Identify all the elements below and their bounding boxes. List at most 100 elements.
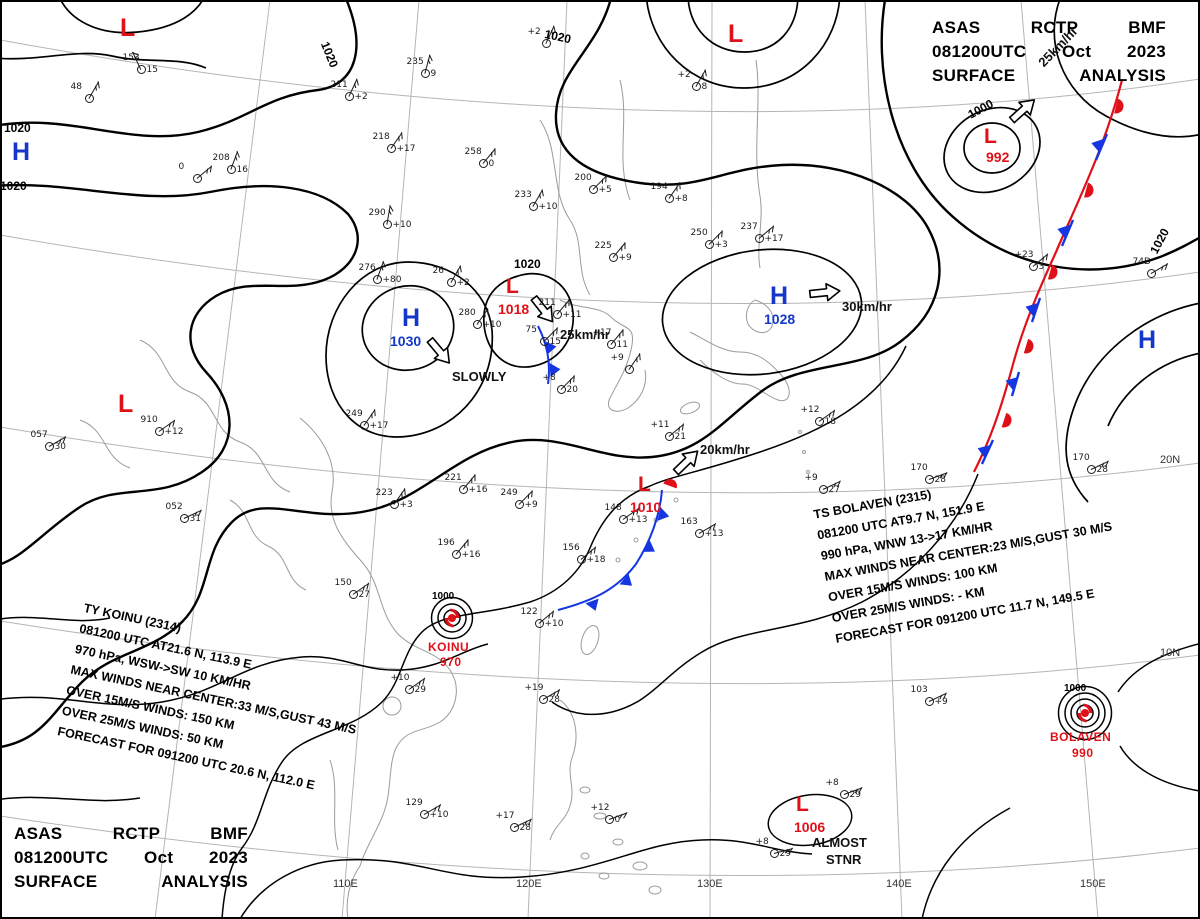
- station-secondary-value: +11: [562, 309, 582, 320]
- station-secondary-value: +2: [354, 91, 368, 102]
- longitude-label: 150E: [1080, 878, 1106, 890]
- low-symbol: L: [506, 275, 519, 298]
- station-secondary-value: +13: [628, 514, 648, 525]
- station-secondary-value: +3: [714, 239, 728, 250]
- station-secondary-value: +17: [396, 143, 416, 154]
- station-value: 225: [594, 240, 612, 251]
- station-secondary-value: 15: [549, 336, 561, 347]
- station-plot: 163 +13: [681, 517, 724, 538]
- station-secondary-value: 30: [54, 441, 66, 452]
- pressure-value: 1018: [498, 301, 530, 317]
- station-secondary-value: 29: [414, 684, 426, 695]
- station-plot: 153 15: [123, 51, 158, 74]
- station-value: 249: [345, 408, 363, 419]
- station-secondary-value: 29: [849, 789, 861, 800]
- station-secondary-value: 0: [614, 814, 621, 825]
- station-plot: 223 +3: [376, 488, 413, 509]
- station-secondary-value: +17: [369, 420, 389, 431]
- station-plot: +10 29: [391, 673, 426, 694]
- motion-arrows: [426, 99, 1036, 476]
- station-plot: 052 31: [166, 502, 201, 523]
- station-value: 170: [1072, 452, 1090, 463]
- low-symbol: L: [118, 390, 134, 418]
- low-symbol: L: [638, 473, 651, 496]
- station-plot: 0: [179, 162, 212, 183]
- motion-label: ALMOST: [812, 835, 867, 850]
- station-value: +12: [590, 802, 610, 813]
- station-value: 235: [406, 56, 424, 67]
- station-value: 74D: [1132, 256, 1151, 267]
- station-plot: +8 20: [543, 373, 578, 394]
- station-value: 148: [604, 502, 622, 513]
- station-value: 75: [525, 324, 537, 335]
- station-plot: 150 27: [335, 578, 370, 599]
- station-secondary-value: 16: [236, 164, 248, 175]
- station-secondary-value: 11: [616, 339, 628, 350]
- motion-arrow: [1008, 99, 1036, 124]
- station-secondary-value: 28: [548, 694, 560, 705]
- station-value: 276: [358, 262, 376, 273]
- high-symbol: H: [402, 304, 421, 332]
- station-value: 280: [458, 307, 476, 318]
- station-value: +9: [610, 352, 624, 363]
- station-plot: 208 16: [213, 151, 248, 174]
- station-secondary-value: +16: [468, 484, 488, 495]
- station-value: 250: [690, 227, 708, 238]
- chart-title-bottom-left: ASAS RCTP BMF 081200UTC Oct 2023 SURFACE…: [14, 822, 248, 894]
- motion-arrow: [426, 336, 451, 364]
- station-plot: 122 +10: [521, 607, 564, 628]
- longitude-label: 120E: [516, 878, 542, 890]
- station-plot: +2: [528, 25, 555, 48]
- station-value: 26: [432, 265, 444, 276]
- low-symbol: L: [796, 793, 809, 816]
- cold-front-triangles: [545, 341, 561, 377]
- pressure-value: 1030: [390, 333, 422, 349]
- station-secondary-value: +13: [704, 528, 724, 539]
- station-value: +2: [677, 69, 691, 80]
- station-secondary-value: +10: [482, 319, 502, 330]
- station-secondary-value: +12: [164, 426, 184, 437]
- station-plot: 237 +17: [741, 222, 784, 243]
- station-plot: +9 27: [805, 473, 840, 494]
- motion-arrow: [672, 450, 699, 476]
- station-value: +8: [542, 372, 556, 383]
- station-secondary-value: 9: [430, 68, 437, 79]
- longitude-label: 110E: [333, 878, 358, 890]
- station-plot: +8 29: [826, 778, 862, 799]
- station-plot: +23 3: [1015, 250, 1048, 271]
- pressure-value: 992: [986, 149, 1010, 165]
- station-secondary-value: +18: [586, 554, 606, 565]
- station-secondary-value: 27: [828, 484, 840, 495]
- station-value: +8: [755, 836, 769, 847]
- station-secondary-value: +10: [392, 219, 412, 230]
- cold-front-triangles: [585, 507, 670, 611]
- station-secondary-value: +80: [382, 274, 402, 285]
- isobar-label: 1000: [432, 591, 455, 602]
- motion-label: STNR: [826, 852, 862, 867]
- station-secondary-value: +9: [934, 696, 948, 707]
- cold-front-triangles: [977, 138, 1104, 460]
- station-value: 910: [140, 414, 158, 425]
- station-plot: 249 +17: [346, 409, 389, 430]
- station-plot: 233 +10: [515, 189, 558, 211]
- station-value: 156: [562, 542, 580, 553]
- station-plot: +8 29: [756, 837, 793, 858]
- station-secondary-value: +5: [598, 184, 612, 195]
- station-value: 052: [165, 501, 183, 512]
- high-symbol: H: [1138, 326, 1157, 354]
- motion-label: SLOWLY: [452, 369, 507, 384]
- station-plot: 221 +16: [445, 473, 488, 494]
- typhoon-symbol-bolaven: [1077, 703, 1093, 723]
- station-value: 170: [910, 462, 928, 473]
- station-value: 221: [444, 472, 462, 483]
- title-datetime: 081200UTC Oct 2023: [14, 848, 248, 867]
- station-plot: +17 11: [593, 328, 628, 349]
- motion-arrow: [530, 295, 554, 323]
- station-plot: 170 28: [911, 463, 947, 484]
- station-plot: 276 +80: [359, 261, 402, 284]
- isobar-label: 1020: [514, 257, 541, 271]
- isobar-label: 1020: [4, 121, 31, 135]
- station-value: 258: [464, 146, 482, 157]
- station-plot: 211 +11: [539, 298, 582, 319]
- station-value: 223: [375, 487, 393, 498]
